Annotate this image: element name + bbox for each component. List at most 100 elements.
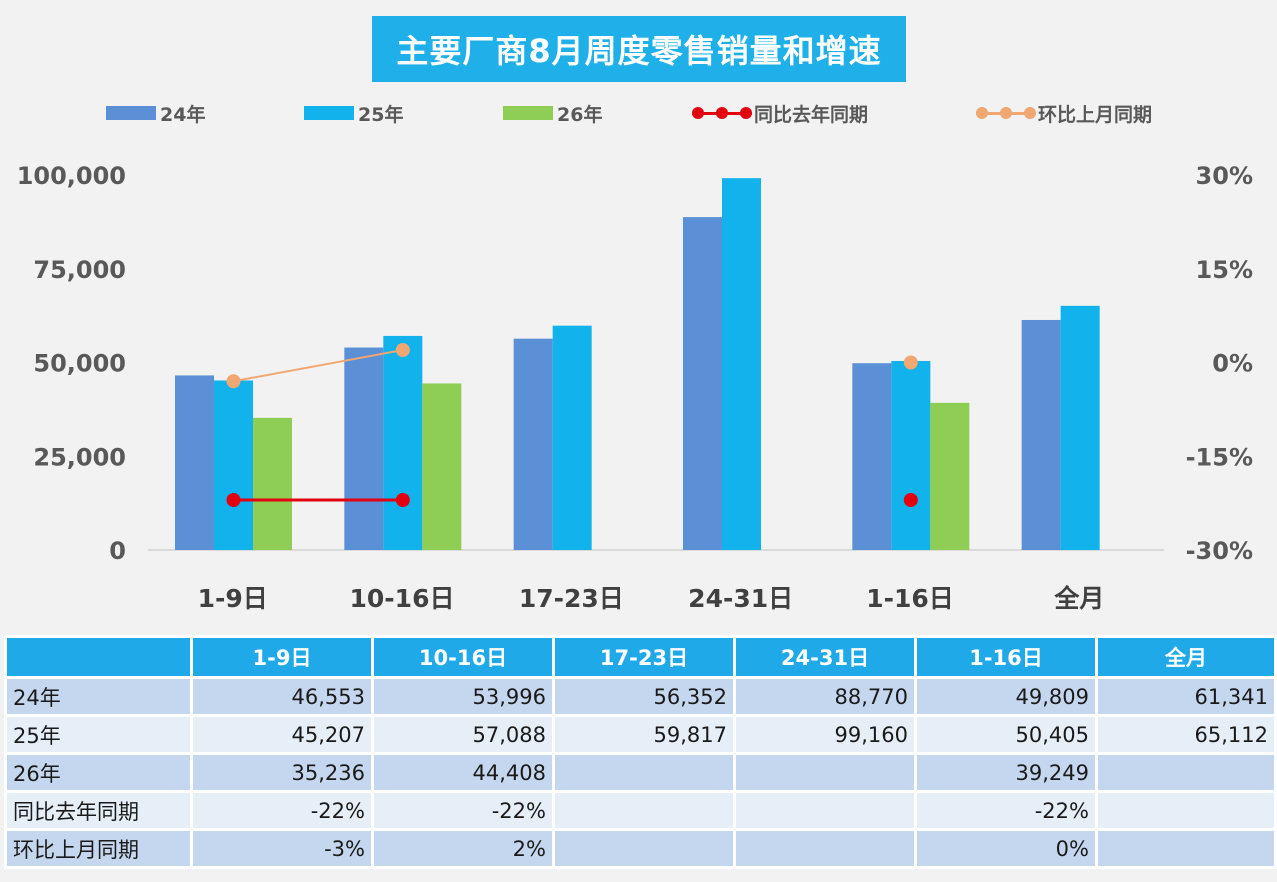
legend-swatch-25 bbox=[304, 106, 354, 120]
y-left-tick-label: 100,000 bbox=[17, 162, 126, 190]
table-cell: -22% bbox=[190, 790, 374, 831]
bar-24 bbox=[344, 347, 384, 550]
table-cell: -3% bbox=[190, 828, 374, 869]
y-right-tick-label: 15% bbox=[1196, 256, 1253, 284]
data-table: 1-9日 10-16日 17-23日 24-31日 1-16日 全月 24年 4… bbox=[4, 635, 1277, 869]
table-cell: 49,809 bbox=[914, 676, 1098, 717]
table-cell: 65,112 bbox=[1095, 714, 1277, 755]
bar-24 bbox=[513, 338, 553, 550]
bar-25 bbox=[891, 360, 931, 550]
legend-label-yoy: 同比去年同期 bbox=[754, 103, 869, 126]
table-cell: 61,341 bbox=[1095, 676, 1277, 717]
legend-label-25: 25年 bbox=[358, 103, 404, 126]
chart-title-box: 主要厂商8月周度零售销量和增速 bbox=[372, 16, 906, 82]
table-cell: 59,817 bbox=[552, 714, 736, 755]
table-cell: 45,207 bbox=[190, 714, 374, 755]
legend-item-24: 24年 bbox=[106, 96, 205, 130]
y-right-tick-label: -15% bbox=[1186, 443, 1253, 471]
table-row-label: 环比上月同期 bbox=[4, 828, 193, 869]
table-cell: 35,236 bbox=[190, 752, 374, 793]
legend-swatch-26 bbox=[503, 106, 553, 120]
table-header-cell bbox=[4, 635, 193, 679]
table-cell: 53,996 bbox=[371, 676, 555, 717]
table-row: 24年 46,553 53,996 56,352 88,770 49,809 6… bbox=[4, 676, 1277, 717]
table-row-label: 24年 bbox=[4, 676, 193, 717]
table-cell: 44,408 bbox=[371, 752, 555, 793]
table-row: 25年 45,207 57,088 59,817 99,160 50,405 6… bbox=[4, 714, 1277, 755]
legend-item-25: 25年 bbox=[304, 96, 403, 130]
chart-plot: 0 25,000 50,000 75,000 100,000 -30% -15% 0% 15% 3… bbox=[17, 162, 1253, 613]
table-cell bbox=[552, 752, 736, 793]
table-cell: -22% bbox=[914, 790, 1098, 831]
bar-24 bbox=[683, 217, 722, 551]
table-header-cell: 1-9日 bbox=[190, 635, 374, 679]
legend-swatch-24 bbox=[106, 106, 156, 120]
bar-25 bbox=[383, 335, 423, 550]
legend-item-26: 26年 bbox=[503, 96, 602, 130]
bar-25 bbox=[214, 380, 253, 550]
legend-item-mom: 环比上月同期 bbox=[976, 96, 1152, 130]
table-cell bbox=[1095, 752, 1277, 793]
table-row: 26年 35,236 44,408 39,249 bbox=[4, 752, 1277, 793]
table-cell bbox=[733, 790, 917, 831]
table-row-label: 25年 bbox=[4, 714, 193, 755]
bar-25 bbox=[1060, 305, 1100, 550]
table-cell: 99,160 bbox=[733, 714, 917, 755]
x-tick-label: 1-9日 bbox=[198, 584, 268, 613]
legend-item-yoy: 同比去年同期 bbox=[692, 96, 868, 130]
x-tick-label: 10-16日 bbox=[350, 584, 455, 613]
table-row: 环比上月同期 -3% 2% 0% bbox=[4, 828, 1277, 869]
legend-line-mom bbox=[976, 106, 1036, 120]
legend-line-yoy bbox=[692, 106, 752, 120]
table-header-cell: 全月 bbox=[1095, 635, 1277, 679]
bar-25 bbox=[552, 325, 592, 550]
table-header-cell: 10-16日 bbox=[371, 635, 555, 679]
table-cell bbox=[1095, 828, 1277, 869]
table-row: 同比去年同期 -22% -22% -22% bbox=[4, 790, 1277, 831]
table-header-cell: 17-23日 bbox=[552, 635, 736, 679]
bar-25 bbox=[722, 178, 761, 550]
table-cell bbox=[552, 828, 736, 869]
table-cell bbox=[733, 828, 917, 869]
table-cell: 50,405 bbox=[914, 714, 1098, 755]
table-header-cell: 24-31日 bbox=[733, 635, 917, 679]
bar-26 bbox=[422, 383, 462, 550]
bar-24 bbox=[1021, 319, 1061, 550]
table-header-row: 1-9日 10-16日 17-23日 24-31日 1-16日 全月 bbox=[4, 635, 1277, 679]
table-cell bbox=[1095, 790, 1277, 831]
table-cell bbox=[552, 790, 736, 831]
bar-26 bbox=[253, 417, 292, 550]
y-right-tick-label: 0% bbox=[1212, 350, 1253, 378]
chart-title: 主要厂商8月周度零售销量和增速 bbox=[396, 32, 882, 70]
bar-24 bbox=[852, 363, 892, 550]
chart-legend: 24年 25年 26年 同比去年同期 环比上月同期 bbox=[0, 96, 1277, 130]
chart-area: 0 25,000 50,000 75,000 100,000 -30% -15% 0% 15% 3… bbox=[0, 16, 1277, 613]
x-tick-label: 1-16日 bbox=[866, 584, 954, 613]
table-cell: -22% bbox=[371, 790, 555, 831]
bar-24 bbox=[175, 375, 214, 550]
point-mom bbox=[903, 355, 918, 370]
table-cell: 57,088 bbox=[371, 714, 555, 755]
y-left-tick-label: 75,000 bbox=[33, 256, 126, 284]
x-tick-label: 17-23日 bbox=[519, 584, 624, 613]
legend-label-24: 24年 bbox=[160, 103, 206, 126]
table-cell: 88,770 bbox=[733, 676, 917, 717]
y-left-tick-label: 25,000 bbox=[33, 443, 126, 471]
legend-label-26: 26年 bbox=[557, 103, 603, 126]
table-cell: 0% bbox=[914, 828, 1098, 869]
x-tick-label: 24-31日 bbox=[688, 584, 793, 613]
bar-26 bbox=[930, 402, 970, 550]
y-right-tick-label: -30% bbox=[1186, 537, 1253, 565]
table-cell: 56,352 bbox=[552, 676, 736, 717]
table-cell bbox=[733, 752, 917, 793]
legend-label-mom: 环比上月同期 bbox=[1038, 103, 1153, 126]
y-left-tick-label: 0 bbox=[109, 537, 126, 565]
point-mom bbox=[226, 374, 241, 389]
x-tick-label: 全月 bbox=[1053, 584, 1104, 613]
table-cell: 39,249 bbox=[914, 752, 1098, 793]
point-yoy bbox=[226, 493, 241, 507]
line-segment-mom bbox=[233, 349, 404, 383]
table-row-label: 26年 bbox=[4, 752, 193, 793]
point-yoy bbox=[903, 493, 918, 507]
point-yoy bbox=[395, 493, 410, 507]
